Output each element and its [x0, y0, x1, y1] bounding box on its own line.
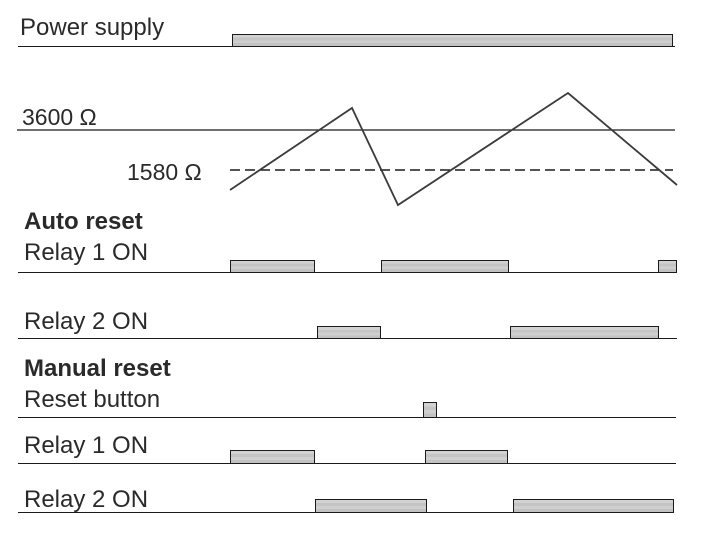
auto-relay1-signal-bar	[381, 260, 509, 274]
manual-relay2-signal-bar	[315, 499, 427, 514]
auto-relay2-signal-bar	[317, 326, 381, 340]
manual-relay1-label: Relay 1 ON	[24, 432, 149, 459]
power-supply-label: Power supply	[20, 14, 165, 41]
manual-relay2-label: Relay 2 ON	[24, 486, 149, 513]
manual-relay1-signal-baseline	[18, 463, 676, 465]
auto-relay1-signal-bar	[230, 260, 315, 274]
manual-relay1-signal-bar	[425, 450, 508, 465]
power-supply-signal-bar	[232, 34, 673, 48]
manual-relay2-signal-bar	[513, 499, 674, 514]
reset-button-signal-baseline	[18, 417, 676, 419]
reset-button-label: Reset button	[24, 386, 161, 413]
auto-relay2-signal-bar	[510, 326, 659, 340]
auto-relay1-signal-bar	[658, 260, 677, 274]
sensed-resistance-polyline	[229, 91, 678, 207]
auto-relay1-label: Relay 1 ON	[24, 239, 149, 266]
threshold-3600-label: 3600 Ω	[22, 104, 97, 130]
reset-button-signal-bar	[423, 402, 437, 419]
manual-relay1-signal-bar	[230, 450, 315, 465]
auto-relay1-signal-baseline	[18, 272, 677, 274]
auto-reset-heading: Auto reset	[24, 208, 143, 235]
manual-reset-heading: Manual reset	[24, 355, 171, 382]
threshold-1580-label: 1580 Ω	[127, 159, 202, 185]
auto-relay2-label: Relay 2 ON	[24, 308, 149, 335]
